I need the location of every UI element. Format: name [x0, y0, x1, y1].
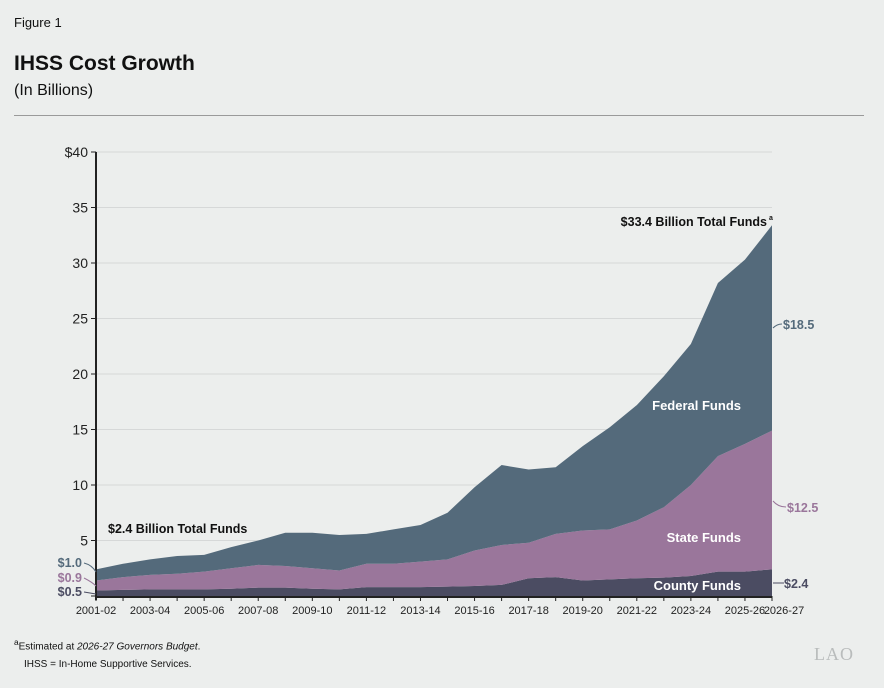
x-tick-label: 2019-20 — [563, 605, 603, 617]
x-tick-label: 2023-24 — [671, 605, 711, 617]
footnote-end: . — [197, 641, 201, 653]
y-tick-label: 15 — [72, 422, 88, 438]
state-funds-area — [96, 430, 772, 591]
x-tick-label: 2017-18 — [508, 605, 548, 617]
footnote-text: Estimated at — [18, 641, 77, 653]
x-tick-label: 2009-10 — [292, 605, 332, 617]
start-county-value: $0.5 — [58, 585, 82, 599]
footnote-marker: a — [14, 637, 19, 647]
state-funds-label: State Funds — [667, 530, 741, 545]
y-tick-label: 10 — [72, 477, 88, 493]
y-tick-label: 30 — [72, 255, 88, 271]
footnote-source: 2026-27 Governors Budget — [77, 641, 198, 653]
y-tick-label: 20 — [72, 366, 88, 382]
end-state-value: $12.5 — [787, 501, 818, 515]
x-tick-label: 2005-06 — [184, 605, 224, 617]
x-tick-label: 2007-08 — [238, 605, 278, 617]
chart-title: IHSS Cost Growth — [14, 52, 195, 75]
x-tick-label: 2015-16 — [454, 605, 494, 617]
end-total-footnote-marker: a — [769, 215, 773, 222]
end-federal-leader — [772, 323, 783, 329]
start-total-annotation: $2.4 Billion Total Funds — [108, 522, 247, 536]
figure-label: Figure 1 — [14, 15, 62, 30]
end-total-annotation: $33.4 Billion Total Funds — [621, 215, 767, 229]
end-federal-value: $18.5 — [783, 318, 814, 332]
federal-funds-area — [96, 225, 772, 581]
end-state-leader — [772, 500, 787, 508]
x-tick-label: 2011-12 — [347, 605, 387, 617]
y-tick-label: 35 — [72, 200, 88, 216]
start-state-value: $0.9 — [58, 571, 82, 585]
y-tick-label: 5 — [80, 533, 88, 549]
start-federal-leader — [83, 562, 97, 573]
start-state-leader — [83, 577, 97, 587]
abbreviation-note: IHSS = In-Home Supportive Services. — [24, 659, 192, 670]
y-tick-label: 25 — [72, 311, 88, 327]
x-tick-label: 2001-02 — [76, 605, 116, 617]
x-tick-label: 2025-26 — [725, 605, 765, 617]
footnote: aEstimated at 2026-27 Governors Budget. — [14, 637, 200, 652]
x-tick-label: 2013-14 — [400, 605, 440, 617]
county-funds-label: County Funds — [654, 578, 741, 593]
federal-funds-label: Federal Funds — [652, 398, 741, 413]
title-divider — [14, 115, 864, 116]
start-federal-value: $1.0 — [58, 556, 82, 570]
end-county-value: $2.4 — [784, 577, 808, 591]
x-tick-label: 2021-22 — [617, 605, 657, 617]
x-tick-label: 2003-04 — [130, 605, 170, 617]
y-tick-label: $40 — [65, 144, 89, 160]
x-tick-label: 2026-27 — [764, 605, 804, 617]
start-county-leader — [83, 591, 97, 595]
lao-logo: LAO — [814, 644, 854, 664]
county-funds-area — [96, 569, 772, 596]
chart-subtitle: (In Billions) — [14, 82, 94, 99]
